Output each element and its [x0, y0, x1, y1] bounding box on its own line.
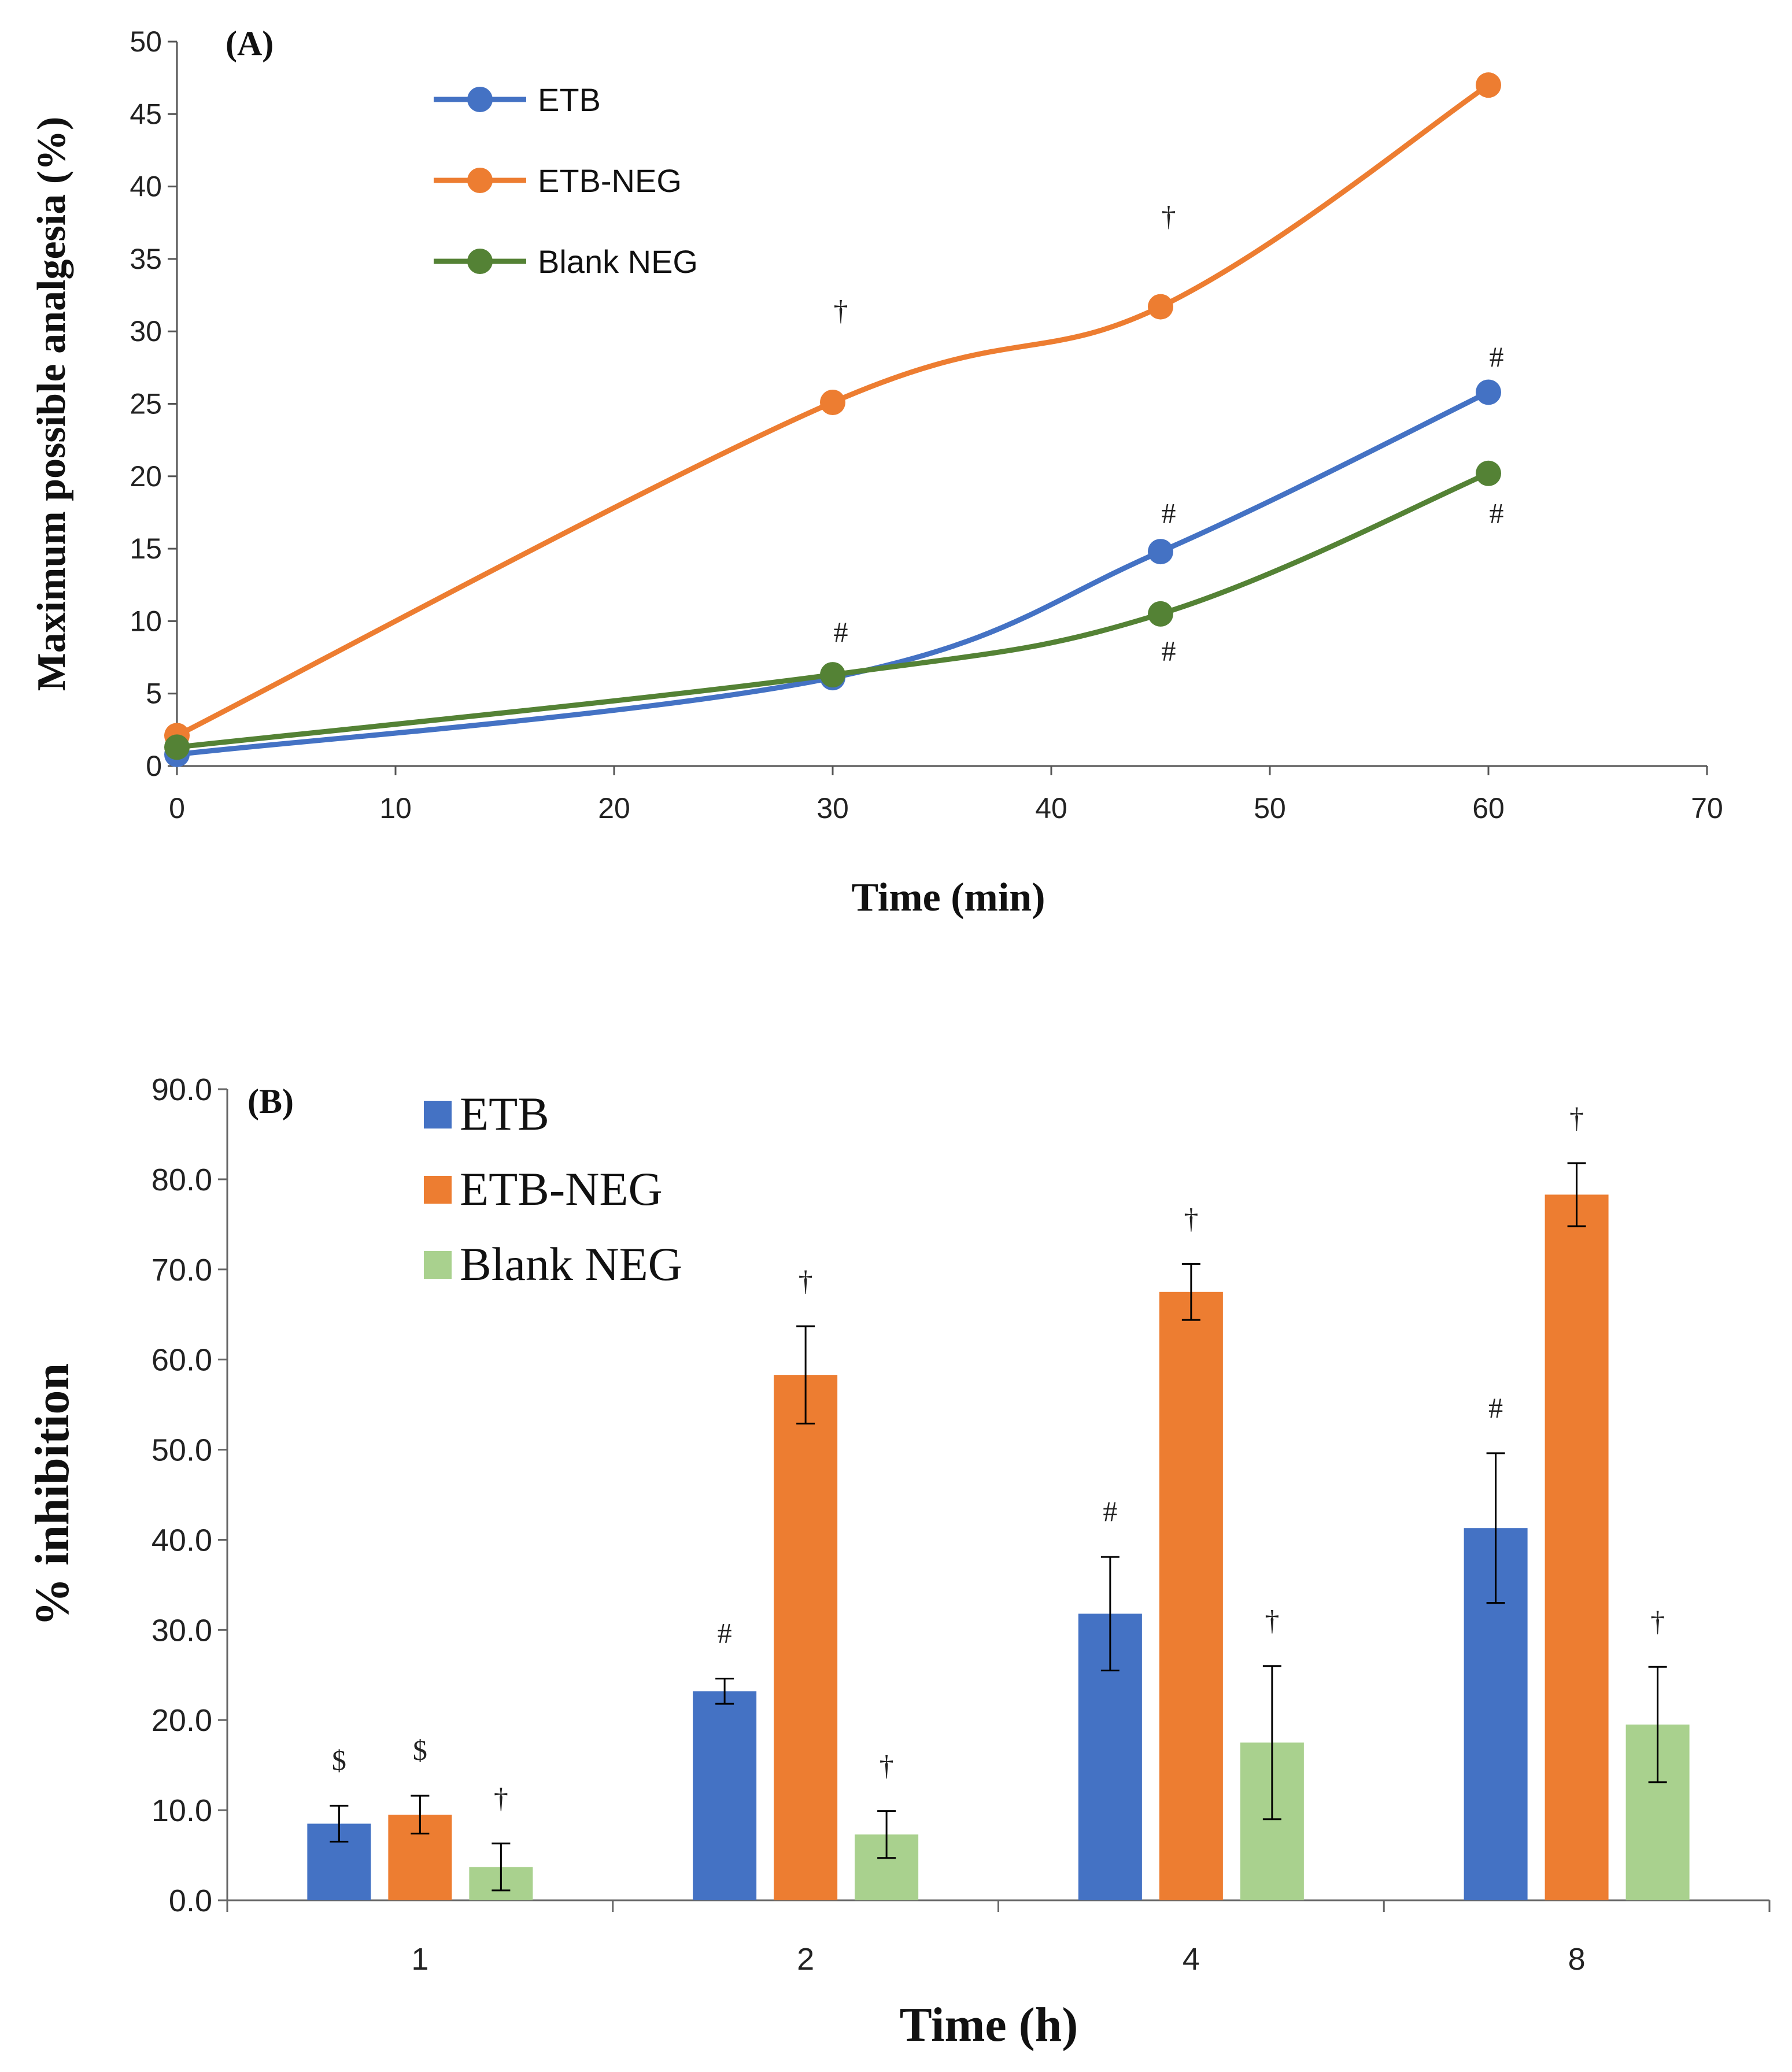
series-line-0 [176, 390, 1490, 757]
panel-a-line-chart: (A) Maximum possible analgesia (%) Time … [29, 24, 1723, 920]
data-point [820, 662, 845, 688]
legend-label: Blank NEG [460, 1238, 682, 1290]
y-tick-label: 50 [130, 25, 162, 58]
legend-marker [467, 87, 493, 112]
x-tick-label: 4 [1183, 1942, 1200, 1977]
significance-mark: † [880, 1749, 894, 1782]
significance-mark: # [1490, 341, 1504, 373]
legend-marker [467, 168, 493, 193]
data-point [1148, 539, 1173, 565]
data-point [1476, 460, 1501, 486]
significance-mark: # [834, 616, 848, 648]
x-tick-label: 20 [598, 792, 630, 824]
significance-mark: † [1569, 1101, 1584, 1134]
panel-b-bars: $ $ † # † † # † † # † † [307, 1101, 1690, 1900]
panel-a-legend: ETB ETB-NEG Blank NEG [434, 82, 698, 280]
data-point [1148, 294, 1173, 320]
x-tick-label: 1 [411, 1942, 428, 1977]
legend-swatch [424, 1176, 452, 1204]
significance-mark: # [1162, 635, 1176, 667]
significance-mark: # [1488, 1392, 1503, 1424]
significance-mark: # [718, 1617, 732, 1649]
y-tick-label: 30 [130, 315, 162, 347]
legend-label: ETB-NEG [460, 1163, 663, 1215]
significance-mark: # [1103, 1495, 1117, 1527]
y-tick-label: 0 [146, 750, 162, 782]
data-point [1476, 379, 1501, 405]
x-tick-label: 2 [797, 1942, 814, 1977]
panel-b-bar-chart: (B) % inhibition Time (h) ETB ETB-NEG Blan… [25, 1072, 1771, 2052]
legend-swatch [424, 1101, 452, 1128]
y-tick-label: 30.0 [152, 1613, 212, 1648]
y-tick-label: 40.0 [152, 1523, 212, 1557]
y-tick-label: 5 [146, 678, 162, 710]
legend-label: Blank NEG [538, 243, 698, 280]
x-tick-label: 0 [169, 792, 185, 824]
panel-a-annotations: † † # # # # # [834, 200, 1504, 667]
legend-label: ETB [460, 1087, 549, 1140]
y-tick-label: 10 [130, 605, 162, 637]
y-tick-label: 70.0 [152, 1253, 212, 1287]
significance-mark: † [834, 294, 848, 327]
panel-b-legend: ETB ETB-NEG Blank NEG [424, 1087, 682, 1290]
y-tick-label: 80.0 [152, 1163, 212, 1197]
data-point [1148, 601, 1173, 627]
y-tick-label: 90.0 [152, 1072, 212, 1107]
y-tick-label: 60.0 [152, 1343, 212, 1378]
legend-marker [467, 249, 493, 274]
y-tick-label: 20 [130, 460, 162, 493]
panel-a-y-axis-title: Maximum possible analgesia (%) [29, 117, 74, 691]
x-tick-label: 50 [1254, 792, 1286, 824]
y-tick-label: 45 [130, 98, 162, 130]
bar-etb [693, 1691, 757, 1900]
series-line-1 [175, 83, 1490, 738]
panel-a-series [164, 72, 1501, 767]
y-tick-label: 15 [130, 532, 162, 565]
x-tick-label: 10 [379, 792, 412, 824]
panel-a-axes: 0 5 10 15 20 25 30 35 40 45 50 0 10 20 30 40 50 60 70 [130, 25, 1723, 824]
x-tick-label: 30 [816, 792, 849, 824]
significance-mark: † [1184, 1202, 1198, 1234]
legend-label: ETB-NEG [538, 162, 682, 199]
data-point [164, 734, 190, 760]
significance-mark: # [1162, 497, 1176, 529]
legend-label: ETB [538, 82, 601, 118]
significance-mark: $ [413, 1734, 427, 1766]
significance-mark: † [799, 1264, 813, 1297]
panel-a-x-axis-title: Time (min) [851, 875, 1045, 920]
y-tick-label: 10.0 [152, 1793, 212, 1828]
x-tick-label: 70 [1691, 792, 1723, 824]
bar-etb-neg [1159, 1292, 1223, 1900]
data-point [1476, 72, 1501, 98]
significance-mark: † [494, 1782, 508, 1814]
panel-a-label: (A) [226, 24, 274, 62]
significance-mark: † [1265, 1604, 1279, 1637]
bar-etb-neg [774, 1375, 838, 1900]
significance-mark: # [1490, 497, 1504, 529]
y-tick-label: 25 [130, 388, 162, 420]
panel-b-y-axis-title: % inhibition [25, 1363, 79, 1626]
y-tick-label: 0.0 [169, 1884, 212, 1918]
y-tick-label: 40 [130, 171, 162, 203]
y-tick-label: 20.0 [152, 1703, 212, 1738]
x-tick-label: 8 [1568, 1942, 1586, 1977]
significance-mark: † [1162, 200, 1176, 232]
data-point [820, 389, 845, 415]
x-tick-label: 60 [1472, 792, 1505, 824]
x-tick-label: 40 [1035, 792, 1067, 824]
significance-mark: $ [332, 1744, 346, 1776]
panel-b-x-axis-title: Time (h) [900, 1998, 1078, 2052]
significance-mark: † [1650, 1605, 1665, 1637]
y-tick-label: 50.0 [152, 1433, 212, 1468]
panel-b-label: (B) [247, 1082, 294, 1120]
series-line-2 [176, 471, 1490, 750]
bar-etb-neg [1545, 1194, 1609, 1900]
y-tick-label: 35 [130, 243, 162, 275]
legend-swatch [424, 1251, 452, 1279]
